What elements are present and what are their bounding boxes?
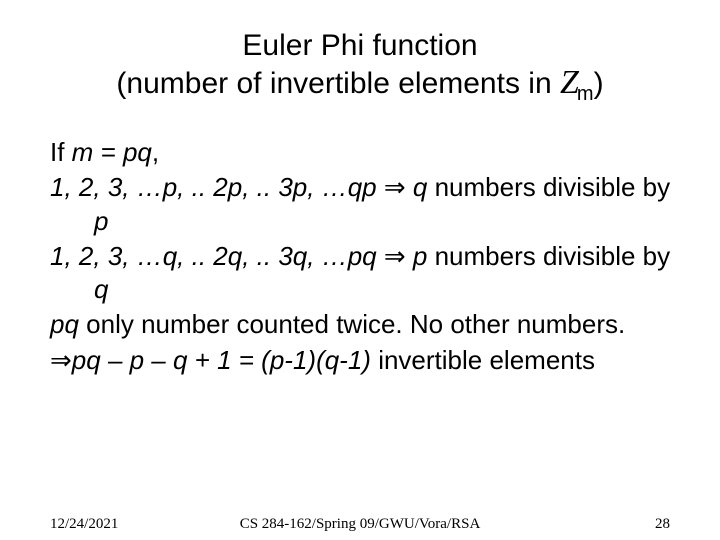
- title-line1: Euler Phi function: [0, 28, 720, 63]
- slide: Euler Phi function (number of invertible…: [0, 0, 720, 540]
- line-2: 1, 2, 3, …p, .. 2p, .. 3p, …qp ⇒ q numbe…: [50, 171, 680, 238]
- line4-it: pq: [50, 309, 79, 339]
- footer-course: CS 284-162/Spring 09/GWU/Vora/RSA: [50, 516, 670, 533]
- footer-page: 28: [655, 516, 670, 533]
- line1-it: m = pq: [72, 137, 152, 167]
- title-line2-pre: (number of invertible elements in: [116, 67, 560, 100]
- line4-txt: only number counted twice. No other numb…: [79, 309, 625, 339]
- title-line2-post: ): [594, 67, 604, 100]
- z-subscript: m: [577, 83, 594, 105]
- line3-it2: p: [406, 241, 435, 271]
- line5-arrow: ⇒: [50, 346, 72, 375]
- line2-it1: 1, 2, 3, …p, .. 2p, .. 3p, …qp: [50, 172, 384, 202]
- line3-it3: q: [94, 274, 108, 304]
- line1-post: ,: [152, 137, 159, 167]
- slide-body: If m = pq, 1, 2, 3, …p, .. 2p, .. 3p, …q…: [50, 136, 680, 379]
- line3-arrow: ⇒: [384, 242, 406, 271]
- line3-it1: 1, 2, 3, …q, .. 2q, .. 3q, …pq: [50, 241, 384, 271]
- line5-txt: invertible elements: [371, 345, 595, 375]
- line-3: 1, 2, 3, …q, .. 2q, .. 3q, …pq ⇒ p numbe…: [50, 240, 680, 307]
- line-4: pq only number counted twice. No other n…: [50, 308, 680, 341]
- line2-it3: p: [94, 206, 108, 236]
- title-line2: (number of invertible elements in Zm): [0, 63, 720, 107]
- line-1: If m = pq,: [50, 136, 680, 169]
- slide-title: Euler Phi function (number of invertible…: [0, 28, 720, 107]
- line-5: ⇒pq – p – q + 1 = (p-1)(q-1) invertible …: [50, 344, 680, 377]
- line2-arrow: ⇒: [384, 173, 406, 202]
- line1-pre: If: [50, 137, 72, 167]
- line5-it: pq – p – q + 1 = (p-1)(q-1): [72, 345, 371, 375]
- line2-it2: q: [406, 172, 435, 202]
- line3-txt: numbers divisible by: [435, 241, 671, 271]
- line2-txt: numbers divisible by: [435, 172, 671, 202]
